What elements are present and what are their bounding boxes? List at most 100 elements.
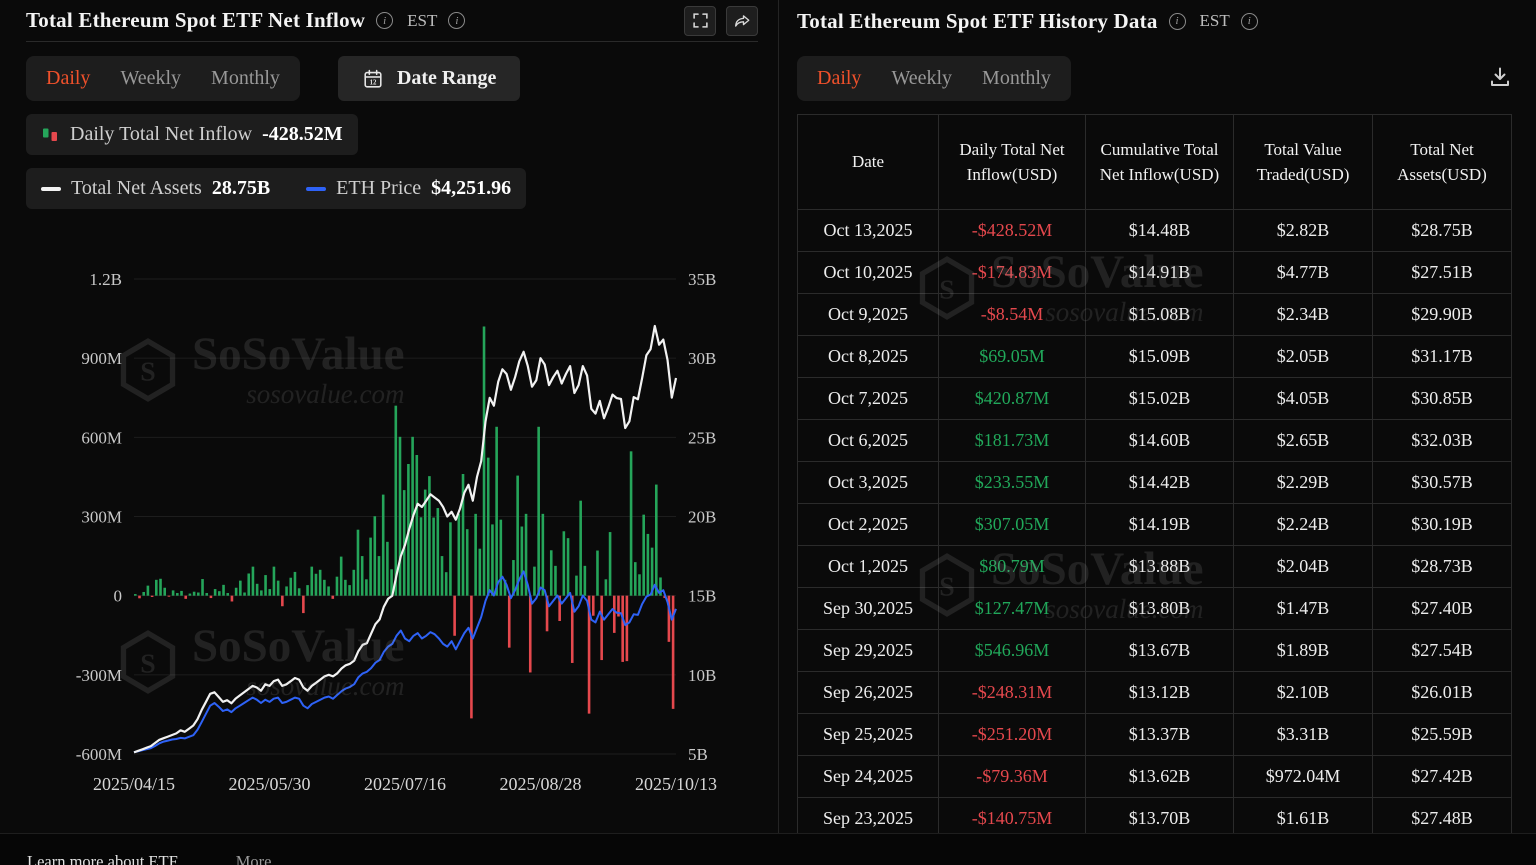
- inflow-bar: [474, 513, 477, 596]
- inflow-bar: [323, 579, 326, 596]
- tab-daily[interactable]: Daily: [46, 67, 91, 89]
- table-row: Sep 30,2025 $127.47M $13.80B $1.47B $27.40B: [797, 587, 1512, 630]
- cell-traded: $4.77B: [1233, 251, 1373, 294]
- inflow-bar: [482, 326, 486, 596]
- inflow-bar: [226, 593, 230, 596]
- eth-price-legend-value: $4,251.96: [431, 177, 512, 199]
- right-axis-tick: 20B: [688, 508, 716, 527]
- table-row: Sep 24,2025 -$79.36M $13.62B $972.04M $27.42…: [797, 755, 1512, 798]
- share-button[interactable]: [726, 5, 758, 36]
- inflow-bar: [234, 587, 238, 596]
- inflow-bar: [213, 589, 217, 596]
- inflow-bar: [293, 571, 297, 596]
- inflow-bar: [621, 595, 624, 662]
- tab-weekly[interactable]: Weekly: [120, 67, 182, 89]
- inflow-bar: [318, 569, 322, 596]
- inflow-bar: [646, 533, 650, 596]
- inflow-bar: [138, 595, 141, 599]
- inflow-bar: [478, 548, 482, 596]
- cell-traded: $2.65B: [1233, 419, 1373, 462]
- eth-price-legend-icon: [306, 186, 327, 191]
- inflow-bar: [642, 514, 645, 596]
- inflow-bar: [537, 426, 540, 596]
- table-row: Oct 2,2025 $307.05M $14.19B $2.24B $30.19B: [797, 503, 1512, 546]
- cell-date: Sep 30,2025: [797, 587, 939, 630]
- inflow-bar: [377, 556, 381, 596]
- cell-date: Oct 3,2025: [797, 461, 939, 504]
- inflow-bar: [579, 500, 582, 596]
- info-icon[interactable]: i: [376, 12, 394, 29]
- cell-cumulative: $14.91B: [1085, 251, 1234, 294]
- inflow-bar: [486, 457, 490, 596]
- tab-monthly[interactable]: Monthly: [982, 67, 1051, 89]
- inflow-bar: [146, 585, 150, 596]
- info-icon[interactable]: i: [1240, 12, 1258, 30]
- inflow-bar: [503, 579, 507, 596]
- inflow-bar: [356, 529, 360, 596]
- chart-controls-row: Daily Weekly Monthly 12 Date Range: [26, 56, 758, 101]
- fullscreen-button[interactable]: [684, 5, 716, 36]
- x-axis-tick: 2025/07/16: [364, 774, 446, 794]
- inflow-bar: [667, 595, 671, 642]
- inflow-bar: [650, 547, 654, 596]
- info-icon[interactable]: i: [1168, 12, 1186, 30]
- table-row: Oct 8,2025 $69.05M $15.09B $2.05B $31.17B: [797, 335, 1512, 378]
- cell-traded: $2.05B: [1233, 335, 1373, 378]
- cell-date: Oct 10,2025: [797, 251, 939, 294]
- inflow-bar: [285, 586, 288, 596]
- inflow-bar: [444, 572, 448, 596]
- table-title: Total Ethereum Spot ETF History Data: [797, 8, 1158, 33]
- date-range-button[interactable]: 12 Date Range: [337, 56, 521, 101]
- panel-divider: [778, 0, 779, 833]
- cell-date: Oct 6,2025: [797, 419, 939, 462]
- footer-more-link[interactable]: More: [235, 852, 272, 865]
- inflow-bar: [386, 541, 389, 596]
- cell-assets: $30.57B: [1372, 461, 1512, 504]
- tab-monthly[interactable]: Monthly: [211, 67, 280, 89]
- inflow-bar: [415, 455, 419, 596]
- cell-date: Sep 29,2025: [797, 629, 939, 672]
- eth-price-line: [133, 570, 677, 754]
- right-axis-tick: 30B: [688, 349, 716, 368]
- inflow-bar: [600, 595, 603, 661]
- net-inflow-chart[interactable]: 1.2B 35B 900M 30B 600M 25B 300M 20B 0 15B -300M 10B…: [26, 209, 758, 812]
- cell-cumulative: $13.12B: [1085, 671, 1234, 714]
- header-cell: Date: [797, 114, 939, 210]
- footer-learn-more-link[interactable]: Learn more about ETF: [27, 852, 178, 865]
- right-panel-header: Total Ethereum Spot ETF History Data i E…: [797, 0, 1512, 42]
- assets-price-legend[interactable]: Total Net Assets 28.75B ETH Price $4,251…: [26, 168, 527, 209]
- tab-daily[interactable]: Daily: [817, 67, 862, 89]
- cell-traded: $4.05B: [1233, 377, 1373, 420]
- cell-date: Sep 23,2025: [797, 797, 939, 833]
- inflow-bar: [528, 595, 532, 673]
- inflow-legend[interactable]: Daily Total Net Inflow -428.52M: [26, 114, 358, 155]
- inflow-bar: [558, 595, 561, 621]
- footer-bar: Learn more about ETF More: [0, 833, 1536, 865]
- inflow-bar: [188, 593, 192, 596]
- inflow-bar: [352, 569, 356, 596]
- left-axis-tick: -300M: [76, 666, 122, 685]
- inflow-bar: [155, 579, 158, 596]
- cell-date: Sep 26,2025: [797, 671, 939, 714]
- inflow-bar: [562, 531, 566, 596]
- left-axis-tick: -600M: [76, 745, 122, 764]
- cell-inflow: $127.47M: [938, 587, 1086, 630]
- inflow-bar: [176, 593, 179, 596]
- cell-cumulative: $15.09B: [1085, 335, 1234, 378]
- history-table-scroll[interactable]: Date Daily Total Net Inflow(USD) Cumulativ…: [797, 114, 1512, 833]
- fullscreen-icon: [692, 13, 708, 28]
- cell-traded: $972.04M: [1233, 755, 1373, 798]
- inflow-bar: [348, 585, 351, 596]
- info-icon[interactable]: i: [448, 12, 466, 29]
- cell-traded: $2.24B: [1233, 503, 1373, 546]
- cell-assets: $27.51B: [1372, 251, 1512, 294]
- right-axis-tick: 10B: [688, 666, 716, 685]
- download-button[interactable]: [1488, 65, 1512, 92]
- tab-weekly[interactable]: Weekly: [891, 67, 953, 89]
- inflow-bar: [659, 577, 662, 596]
- inflow-bar: [428, 476, 431, 596]
- cell-date: Oct 8,2025: [797, 335, 939, 378]
- cell-date: Oct 9,2025: [797, 293, 939, 336]
- inflow-bar: [255, 583, 259, 596]
- inflow-bar: [608, 532, 612, 596]
